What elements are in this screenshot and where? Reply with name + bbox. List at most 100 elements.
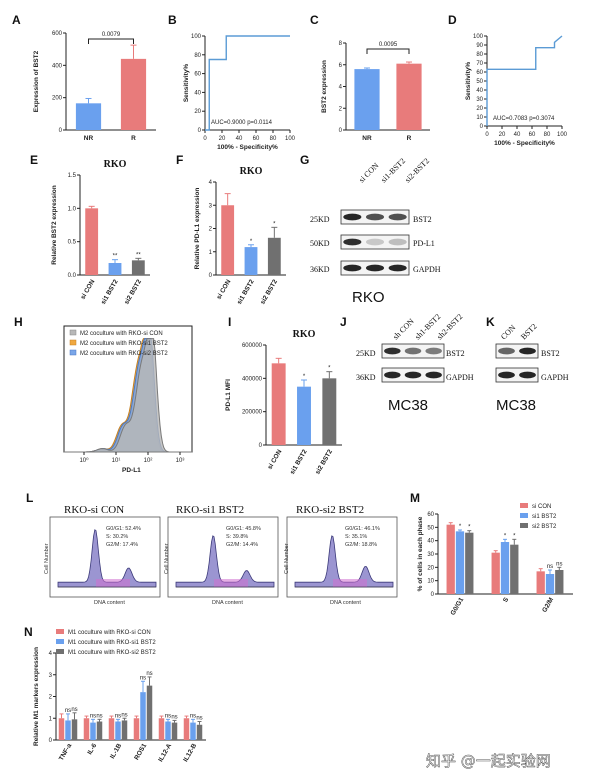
y-tick-label-I: 0 (259, 443, 263, 449)
legend-swatch-M (520, 523, 528, 528)
blot-g-lane-3: si2-BST2 (403, 156, 431, 184)
bar-I (271, 363, 286, 445)
y-tick-label-M: 10 (427, 579, 434, 585)
flow-1-xlabel: DNA content (94, 600, 125, 606)
blot-g-gapdh-band (365, 264, 385, 272)
flow-1-ylabel: Cell Number (44, 543, 50, 574)
annotation-B: AUC=0.9000 p=0.0114 (211, 120, 273, 126)
flow-1-g2: G2/M: 17.4% (106, 542, 138, 548)
panel-letter-l: L (26, 491, 33, 505)
chart-C: 0 2 4 6 8 BST2 expression NR R 0.0095 (321, 41, 430, 142)
bar-I (297, 386, 311, 445)
flow-2-s: S: 39.8% (226, 534, 248, 540)
flow-title-1: RKO-si CON (64, 504, 124, 516)
bar-F (221, 205, 235, 275)
blot-j-bst2-band (384, 347, 401, 355)
bar-E (85, 208, 99, 275)
y-tick-label-A: 600 (52, 31, 63, 37)
legend-h-swatch-3 (69, 349, 77, 356)
x-axis-label-D: 100% - Specificity% (494, 140, 555, 147)
x-tick-label-A: R (131, 135, 136, 142)
y-tick-label-F: 0 (209, 273, 213, 279)
y-tick-label-N: 3 (49, 673, 53, 679)
flow-title-3: RKO-si2 BST2 (296, 504, 364, 516)
blot-j-kd-2: 36KD (356, 373, 376, 382)
roc-curve-B (205, 35, 290, 131)
blot-k-gapdh-band (519, 371, 536, 379)
y-tick-label-B: 40 (194, 90, 201, 96)
y-tick-label-M: 20 (427, 565, 434, 571)
legend-label-M: si1 BST2 (532, 514, 557, 520)
x-tick-label-E: si1 BST2 (100, 278, 120, 306)
sig-mark-N: ns (65, 708, 71, 714)
flow-1-g0: G0/G1: 52.4% (106, 526, 141, 532)
bar-N (58, 718, 65, 740)
bar-N (165, 721, 171, 740)
x-tick-label-B: 40 (236, 136, 243, 142)
y-axis-label-E: Relative BST2 expression (51, 185, 58, 265)
legend-swatch-M (520, 503, 528, 508)
x-tick-label-B: 20 (219, 136, 226, 142)
sig-mark-F: * (250, 239, 253, 245)
flow-2-g2: G2/M: 14.4% (226, 542, 258, 548)
sig-mark-N: ns (115, 713, 121, 719)
y-tick-label-M: 0 (431, 592, 435, 598)
y-axis-label-D: Sensitivity% (465, 62, 472, 101)
y-axis-label-I: PD-L1 MFI (225, 379, 232, 411)
y-tick-label-M: 30 (427, 552, 434, 558)
y-tick-label-D: 10 (476, 115, 483, 121)
flow-3-g0: G0/G1: 46.1% (345, 526, 380, 532)
x-tick-label-F: si2 BST2 (259, 278, 279, 306)
bar-N (190, 722, 196, 740)
bar-C (396, 63, 422, 130)
blot-j-bst2-band (425, 347, 442, 355)
blot-g-lane-1: si CON (357, 161, 381, 185)
sig-mark-N: ns (190, 713, 196, 719)
y-tick-label-A: 400 (52, 63, 63, 69)
sig-mark-I: * (303, 374, 306, 380)
bar-N (146, 685, 153, 740)
sig-mark-N: ns (171, 714, 177, 720)
flow-2-xlabel: DNA content (212, 600, 243, 606)
bar-M (555, 570, 564, 594)
x-tick-label-B: 0 (203, 136, 207, 142)
western-blot-j: sh CON sh1-BST2 sh2-BST2 25KD 36KD BST2 … (356, 312, 474, 414)
panel-letter-d: D (448, 13, 457, 27)
sig-mark-N: ns (140, 675, 146, 681)
bar-N (71, 719, 78, 740)
y-tick-label-D: 0 (480, 124, 484, 130)
pvalue-bracket-C (366, 48, 410, 54)
x-tick-label-E: si CON (80, 278, 97, 301)
flow-3-xlabel: DNA content (330, 600, 361, 606)
blot-j-bst2-band (404, 347, 422, 355)
y-tick-label-D: 30 (476, 97, 483, 103)
panel-letter-c: C (310, 13, 319, 27)
y-axis-label-C: BST2 expression (321, 60, 328, 113)
legend-swatch-N (56, 629, 64, 634)
y-tick-label-I: 200000 (242, 410, 263, 416)
blot-j-title: MC38 (388, 397, 428, 414)
panel-h-legend: M2 coculture with RKO-si CON M2 cocultur… (69, 329, 168, 357)
x-tick-label-H: 10² (144, 458, 153, 464)
chart-B: 0 20 40 60 80 100 0 20 40 60 80 100 100% - Specifici… (183, 34, 296, 151)
y-tick-label-D: 60 (476, 70, 483, 76)
bar-M (510, 544, 519, 594)
blot-g-pdl1-frame (340, 234, 410, 250)
y-tick-label-D: 80 (476, 52, 483, 58)
blot-g-bst2-band (343, 213, 362, 221)
bar-M (500, 542, 510, 594)
bar-A (120, 58, 147, 130)
panel-letter-i: I (228, 315, 231, 329)
blot-g-protein-1: BST2 (413, 215, 432, 224)
panel-letter-e: E (30, 153, 38, 167)
flow-2-ylabel: Cell Number (164, 543, 170, 574)
bar-M (455, 531, 465, 594)
y-tick-label-A: 200 (52, 96, 63, 102)
y-axis-label-M: % of cells in each phase (417, 516, 424, 591)
y-tick-label-D: 40 (476, 88, 483, 94)
panel-letter-f: F (176, 153, 183, 167)
blot-g-kd-3: 36KD (310, 265, 330, 274)
y-tick-label-E: 0.5 (68, 240, 77, 246)
bar-N (96, 721, 103, 740)
